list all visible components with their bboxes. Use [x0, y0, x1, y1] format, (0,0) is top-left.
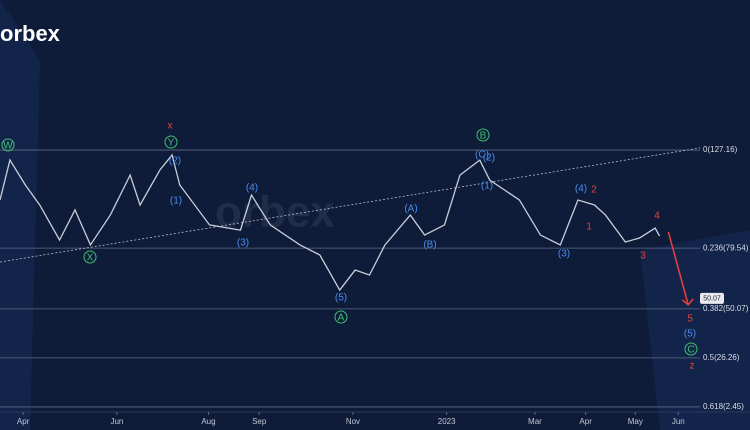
x-tick-label: Apr	[579, 417, 592, 426]
background-shape	[0, 0, 40, 430]
wave-label: (4)	[575, 184, 587, 195]
wave-circle	[334, 310, 348, 324]
logo: orbex	[0, 21, 61, 46]
price-line	[0, 153, 661, 292]
wave-label: (5)	[335, 293, 347, 304]
fib-label: 0.5(26.26)	[703, 353, 740, 362]
wave-label: (A)	[404, 204, 417, 215]
wave-label: (4)	[246, 183, 258, 194]
wave-label: W	[3, 141, 13, 152]
wave-label: z	[690, 361, 695, 372]
fib-label: 0.236(79.54)	[703, 243, 749, 252]
arrow-head	[681, 298, 694, 306]
wave-label: X	[87, 253, 94, 264]
background-shape	[640, 230, 750, 430]
wave-circle	[83, 250, 97, 264]
x-tick-label: Sep	[252, 417, 267, 426]
x-tick-label: 2023	[438, 417, 456, 426]
wave-circle	[1, 138, 15, 152]
wave-label: 5	[687, 314, 693, 325]
x-tick-label: Apr	[17, 417, 30, 426]
projection-arrow	[667, 231, 689, 306]
wave-label: C	[687, 345, 694, 356]
x-tick-label: Aug	[201, 417, 215, 426]
wave-label: x	[168, 121, 173, 132]
x-tick-label: Jun	[672, 417, 685, 426]
fib-label: 0.618(2.45)	[703, 402, 744, 411]
wave-label: B	[480, 131, 487, 142]
wave-label: (1)	[481, 181, 493, 192]
wave-label: (2)	[169, 156, 181, 167]
fib-label: 0.382(50.07)	[703, 304, 749, 313]
wave-label: (3)	[237, 238, 249, 249]
wave-label: 4	[654, 211, 660, 222]
wave-circle	[476, 128, 490, 142]
wave-label: 1	[586, 222, 592, 233]
x-tick-label: Nov	[346, 417, 360, 426]
wave-circle	[164, 135, 178, 149]
wave-label: (1)	[170, 196, 182, 207]
wave-label: 2	[591, 185, 597, 196]
wave-label: (B)	[423, 240, 436, 251]
wave-label: (3)	[558, 249, 570, 260]
x-tick-label: Mar	[528, 417, 542, 426]
price-tag-label: 50.07	[703, 296, 721, 303]
wave-circle	[684, 342, 698, 356]
wave-label: (2)	[483, 153, 495, 164]
wave-label: (C)	[475, 150, 489, 161]
wave-label: Y	[168, 138, 175, 149]
x-tick-label: May	[628, 417, 643, 426]
wave-label: (5)	[684, 329, 696, 340]
x-tick-label: Jun	[110, 417, 123, 426]
wave-label: A	[338, 313, 345, 324]
price-tag	[700, 292, 724, 304]
fib-label: 0(127.16)	[703, 145, 738, 154]
wave-label: 3	[640, 251, 646, 262]
